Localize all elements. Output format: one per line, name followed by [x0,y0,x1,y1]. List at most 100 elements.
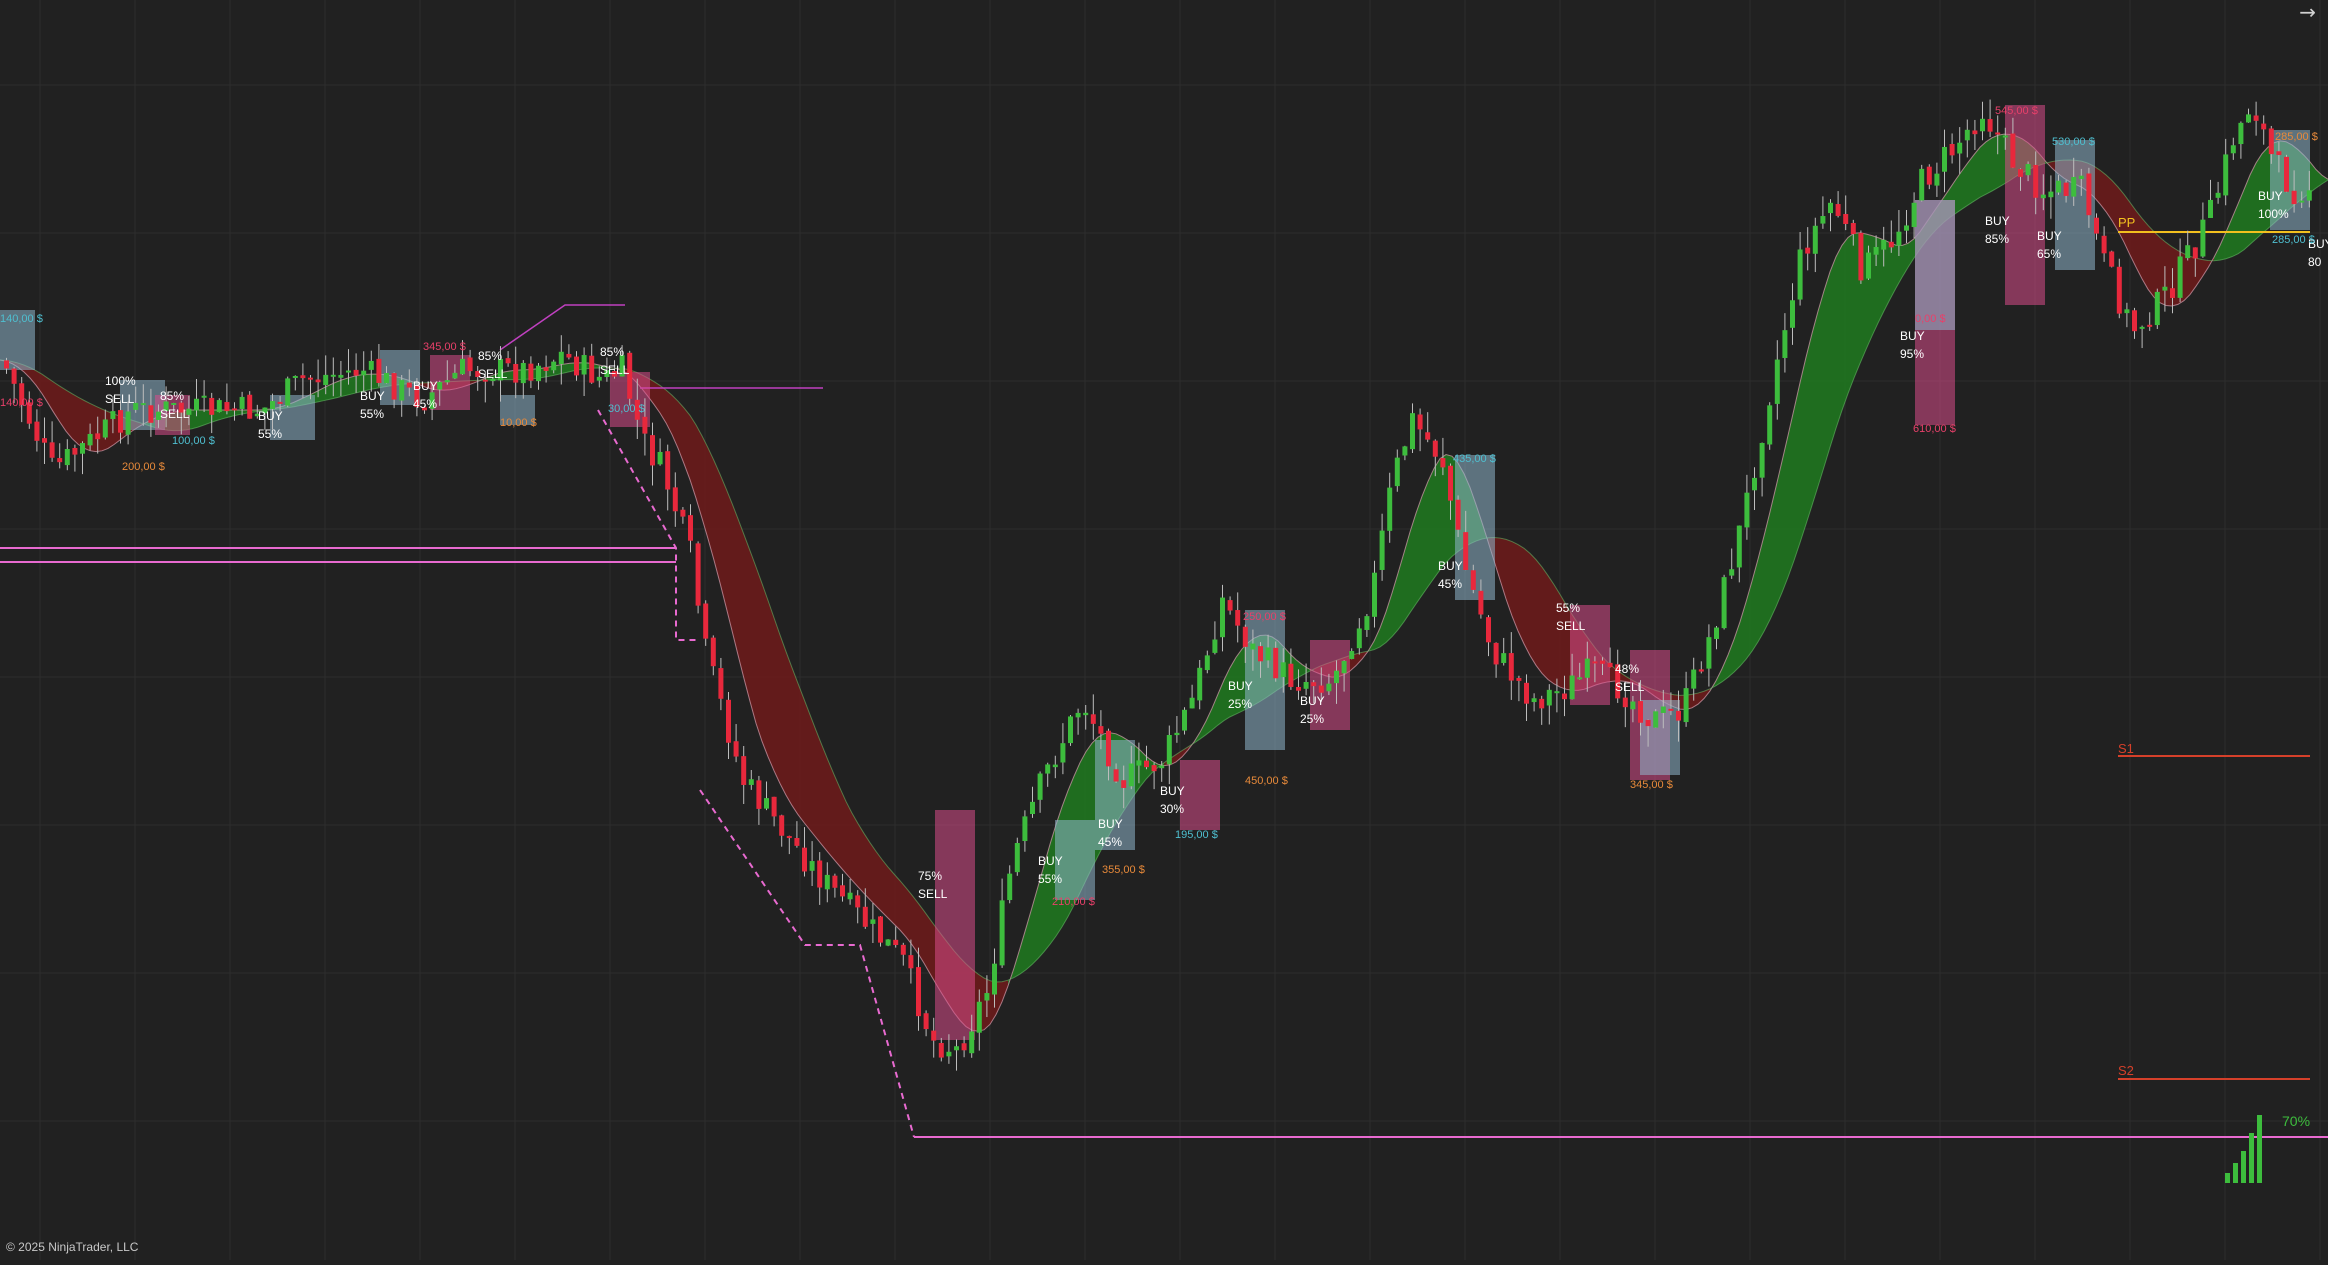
bear-cloud-segment [768,600,774,771]
bear-candle [178,402,184,413]
bear-candle [1622,697,1628,708]
bear-cloud-segment [2094,166,2100,204]
bull-cloud-segment [504,370,510,380]
bear-cloud-segment [2136,210,2142,279]
bull-cloud-segment [1968,154,1974,206]
bull-candle [1007,873,1013,901]
bull-cloud-segment [216,410,222,421]
bull-cloud-segment [1734,621,1740,673]
bull-candle [984,993,990,1001]
bear-candle [2268,128,2274,155]
bull-cloud-segment [204,410,210,425]
buy-signal: 65% BUY [2037,229,2062,261]
target-box [0,310,35,370]
bear-candle [4,360,9,369]
signal-confidence: 55% [360,407,384,421]
arrow-right-icon[interactable]: → [2299,0,2316,24]
bear-candle [26,402,32,424]
bull-candle [1052,764,1058,768]
bear-candle [802,847,807,872]
signal-type: BUY [1985,214,2010,228]
bear-cloud-segment [1494,537,1500,580]
bull-cloud-segment [1386,593,1392,643]
target-box [2270,130,2310,230]
bull-candle [824,874,830,890]
bear-candle [1926,166,1932,185]
bear-candle [908,955,914,969]
bear-cloud-segment [876,851,882,912]
bull-candle [163,401,169,411]
bear-cloud-segment [1554,584,1560,688]
bull-cloud-segment [1974,147,1980,202]
signal-confidence: 55% [258,427,282,441]
bear-candle [650,435,655,466]
bull-candle [1873,246,1879,255]
buy-signal: 95% BUY [1900,329,1925,361]
bull-cloud-segment [1296,659,1302,679]
bull-cloud-segment [1212,694,1218,731]
bull-cloud-segment [2262,147,2268,234]
bear-candle [642,416,648,434]
stop-box [1180,760,1220,830]
bear-candle [931,1030,937,1041]
bull-candle [1402,446,1408,456]
bear-cloud-segment [2142,218,2148,290]
bear-candle [718,668,724,699]
bull-candle [490,379,496,382]
sell-signal: 55% SELL [1556,601,1586,633]
bear-cloud-segment [996,981,1002,1015]
bear-candle [634,399,640,420]
bear-cloud-segment [816,730,822,845]
bear-candle [703,603,709,639]
bull-cloud-segment [1848,233,1854,394]
bear-candle [574,356,579,376]
bear-candle [308,377,313,380]
buy-signal: 55% BUY [258,409,283,441]
bull-cloud-segment [1404,532,1410,622]
bull-candle [992,963,997,995]
bear-candle [726,699,731,743]
bull-candle [1554,691,1560,694]
bull-candle [1060,743,1066,763]
bull-cloud-segment [1812,311,1818,506]
signal-confidence: 80 [2308,255,2322,269]
bear-candle [2132,310,2137,332]
signal-type: BUY [1038,854,1063,868]
bear-candle [1995,132,2001,135]
bull-candle [186,408,192,415]
trade-price-label: 210,00 $ [1052,896,1095,908]
bear-candle [2109,251,2115,267]
bear-candle [11,368,17,384]
bear-cloud-segment [2184,253,2190,301]
bear-cloud-segment [744,534,750,702]
bear-cloud-segment [822,745,828,853]
zigzag-line [499,304,625,351]
bear-cloud-segment [894,874,900,930]
bull-candle [1752,477,1757,491]
strength-meter-label: 70% [2282,1113,2310,1129]
bear-cloud-segment [2154,231,2160,303]
bear-cloud-segment [762,583,768,757]
bull-candle [1820,216,1826,224]
bear-cloud-segment [420,382,426,388]
bull-cloud-segment [1956,170,1962,214]
bull-candle [1714,627,1719,639]
bull-candle [1212,639,1218,653]
bull-candle [444,380,450,383]
bear-candle [513,363,519,383]
bull-candle [125,411,131,435]
bull-candle [1797,249,1803,300]
bull-candle [1068,716,1073,744]
bear-candle [2170,288,2175,298]
bear-candle [1524,682,1529,704]
bull-candle [1265,647,1271,661]
bear-candle [2291,190,2297,205]
bear-candle [2063,182,2069,196]
signal-type: SELL [105,392,135,406]
bear-cloud-segment [804,699,810,830]
bull-cloud-segment [1902,243,1908,278]
trade-price-label: 200,00 $ [122,461,165,473]
bull-cloud-segment [1764,511,1770,632]
